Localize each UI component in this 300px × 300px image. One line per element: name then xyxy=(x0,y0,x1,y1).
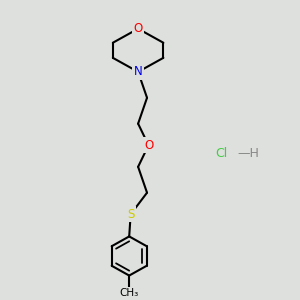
Text: Cl: Cl xyxy=(215,147,228,161)
Text: N: N xyxy=(134,65,142,78)
Text: O: O xyxy=(134,22,143,35)
Text: O: O xyxy=(144,139,153,152)
Text: CH₃: CH₃ xyxy=(120,289,139,298)
Text: S: S xyxy=(127,208,134,221)
Text: —H: —H xyxy=(238,147,260,161)
